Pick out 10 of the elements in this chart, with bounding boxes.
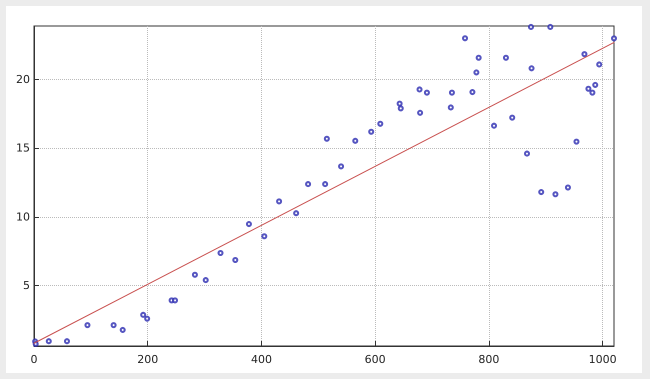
y-tick-label: 20 [16, 73, 30, 86]
y-tick-label: 15 [16, 142, 30, 155]
x-tick-label: 0 [30, 353, 38, 366]
y-tick-label: 5 [23, 279, 30, 292]
x-tick-label: 800 [478, 353, 500, 366]
y-tick-label: 10 [16, 210, 30, 224]
x-tick-label: 200 [137, 353, 158, 366]
x-tick-label: 600 [364, 353, 386, 366]
x-tick-label: 1000 [588, 353, 617, 366]
x-tick-label: 400 [250, 353, 272, 366]
